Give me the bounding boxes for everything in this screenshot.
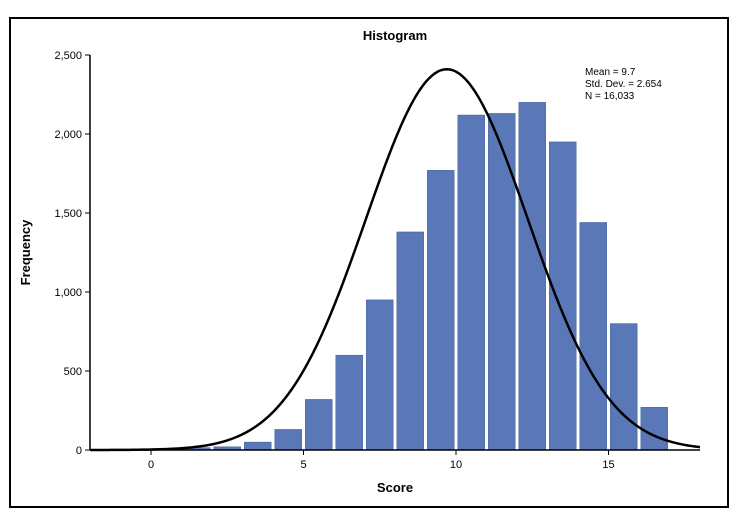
- y-tick-label: 2,500: [54, 50, 82, 62]
- histogram-bar: [336, 355, 363, 450]
- histogram-bar: [458, 115, 485, 450]
- histogram-bar: [641, 407, 668, 450]
- histogram-bar: [427, 170, 454, 450]
- y-tick-label: 2,000: [54, 129, 82, 141]
- x-axis-label: Score: [377, 480, 413, 495]
- x-tick-label: 15: [602, 459, 614, 471]
- histogram-bar: [366, 300, 393, 450]
- y-tick-label: 1,000: [54, 287, 82, 299]
- histogram-bar: [244, 442, 271, 450]
- x-tick-label: 10: [450, 459, 462, 471]
- histogram-bar: [519, 102, 546, 450]
- stats-line: Std. Dev. = 2.654: [585, 79, 662, 90]
- histogram-bar: [580, 222, 607, 450]
- histogram-bar: [488, 113, 515, 450]
- chart-title: Histogram: [363, 28, 427, 43]
- histogram-bar: [275, 429, 302, 450]
- y-axis-label: Frequency: [18, 219, 33, 286]
- histogram-bar: [397, 232, 424, 450]
- x-tick-label: 0: [148, 459, 154, 471]
- y-tick-label: 500: [64, 366, 82, 378]
- histogram-bar: [549, 142, 576, 450]
- histogram-chart: Histogram 0 5 10 15 0 500 1,000 1,500 2,000 2,500 S…: [0, 0, 738, 517]
- y-tick-label: 1,500: [54, 208, 82, 220]
- stats-line: Mean = 9.7: [585, 67, 636, 78]
- histogram-bar: [610, 324, 637, 450]
- y-tick-label: 0: [76, 445, 82, 457]
- x-tick-label: 5: [300, 459, 306, 471]
- normal-curve: [90, 69, 700, 450]
- histogram-bar: [305, 399, 332, 450]
- stats-line: N = 16,033: [585, 91, 635, 102]
- chart-svg: Histogram 0 5 10 15 0 500 1,000 1,500 2,000 2,500 S…: [0, 0, 738, 517]
